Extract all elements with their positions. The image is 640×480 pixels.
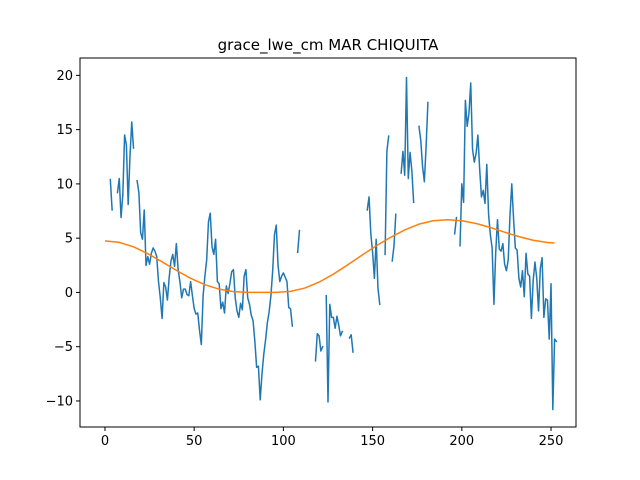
series-line-segment — [314, 332, 324, 362]
y-tick-label: 5 — [65, 232, 73, 247]
x-tick-label: 0 — [101, 434, 109, 449]
y-tick-label: −10 — [46, 394, 73, 409]
y-tick-label: 0 — [65, 286, 73, 301]
y-tick-label: −5 — [54, 340, 73, 355]
series-line-segment — [418, 101, 429, 183]
series-line-segment — [116, 121, 135, 219]
series-line-segment — [348, 334, 354, 353]
chart-title: grace_lwe_cm MAR CHIQUITA — [218, 36, 439, 55]
y-tick-label: 15 — [56, 123, 73, 138]
series-line-segment — [136, 179, 294, 401]
series-line-segment — [325, 294, 344, 403]
fit-curve-line — [104, 218, 555, 294]
y-tick-label: 20 — [56, 69, 73, 84]
series-line-segment — [391, 213, 397, 262]
series-layer — [104, 76, 558, 411]
x-tick-label: 250 — [539, 434, 564, 449]
y-tick-label: 10 — [56, 177, 73, 192]
ticks-layer: 0 50 100 150 200 250 −10 −5 0 5 10 15 20 — [46, 69, 564, 449]
x-tick-label: 200 — [449, 434, 474, 449]
plot-frame — [79, 57, 577, 428]
series-line-segment — [384, 135, 390, 256]
series-line-segment — [459, 82, 558, 411]
series-line-segment — [400, 76, 415, 204]
x-tick-label: 50 — [186, 434, 203, 449]
x-tick-label: 150 — [360, 434, 385, 449]
x-tick-label: 100 — [271, 434, 296, 449]
series-line-segment — [296, 229, 301, 254]
series-line-segment — [109, 178, 113, 211]
series-line-segment — [366, 196, 381, 306]
